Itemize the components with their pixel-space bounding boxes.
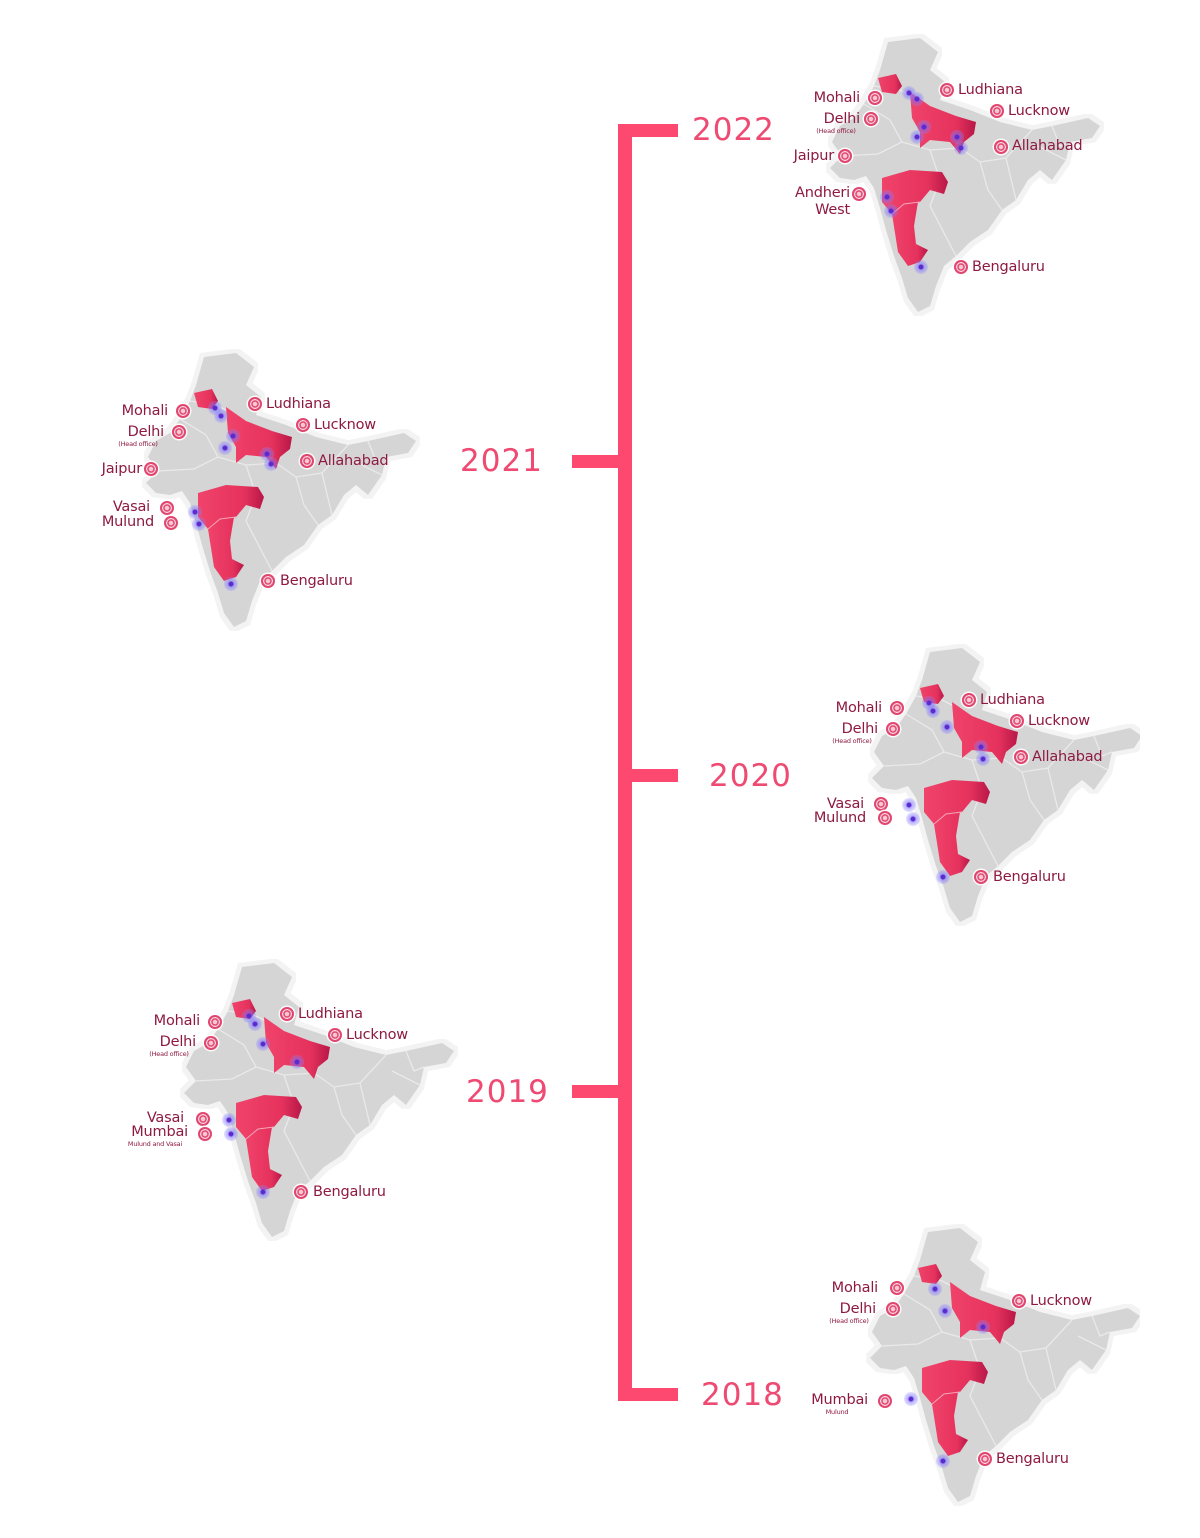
location-pin-icon	[294, 1185, 308, 1199]
location-pin-icon	[144, 462, 158, 476]
location-label: Jaipur	[793, 148, 835, 164]
location-label: Delhi (Head office)	[832, 721, 878, 745]
location-label: Bengaluru	[993, 869, 1066, 885]
location-label: Lucknow	[1030, 1293, 1092, 1309]
location-label: Bengaluru	[280, 573, 353, 589]
map-2022: Mohali Delhi (Head office) Jaipur Andheri…	[780, 30, 1120, 320]
year-label-2019: 2019	[466, 1074, 549, 1110]
location-label: Delhi (Head office)	[149, 1034, 196, 1058]
location-label: Vasai	[112, 499, 150, 515]
map-2018: Mohali Delhi (Head office) Mumbai Mulund L…	[800, 1220, 1140, 1510]
location-pin-icon	[978, 1452, 992, 1466]
location-pin-icon	[864, 112, 878, 126]
location-pin-icon	[176, 404, 190, 418]
map-2020: Mohali Delhi (Head office) Vasai Mulund L…	[800, 640, 1140, 930]
location-label: Delhi (Head office)	[829, 1301, 876, 1325]
location-label: Ludhiana	[266, 396, 331, 412]
location-label: Vasai	[826, 796, 864, 812]
location-label: Lucknow	[346, 1027, 408, 1043]
location-label: Mohali	[813, 90, 861, 106]
location-label: Delhi (Head office)	[118, 424, 164, 448]
location-pin-icon	[1014, 750, 1028, 764]
location-label: Bengaluru	[972, 259, 1045, 275]
location-label: Vasai	[146, 1110, 184, 1126]
location-label: Lucknow	[314, 417, 376, 433]
timeline-tick-2022	[618, 124, 678, 137]
location-label: Mohali	[835, 700, 883, 716]
location-pin-icon	[196, 1112, 210, 1126]
location-label: Mumbai Mulund	[811, 1392, 868, 1416]
location-label: Ludhiana	[298, 1006, 363, 1022]
india-map-icon	[90, 345, 430, 635]
location-pin-icon	[172, 425, 186, 439]
location-pin-icon	[160, 501, 174, 515]
location-pin-icon	[990, 104, 1004, 118]
location-pin-icon	[204, 1036, 218, 1050]
location-label: Delhi (Head office)	[816, 111, 860, 135]
location-pin-icon	[852, 187, 866, 201]
location-label: Ludhiana	[958, 82, 1023, 98]
timeline-tick-2021	[572, 455, 620, 468]
timeline-spine	[618, 124, 632, 1400]
location-pin-icon	[886, 722, 900, 736]
location-pin-icon	[890, 1281, 904, 1295]
location-pin-icon	[300, 454, 314, 468]
location-pin-icon	[878, 1394, 892, 1408]
year-label-2018: 2018	[701, 1377, 784, 1413]
location-pin-icon	[874, 797, 888, 811]
location-pin-icon	[261, 574, 275, 588]
location-pin-icon	[1010, 714, 1024, 728]
timeline-tick-2018	[618, 1388, 678, 1401]
location-pin-icon	[890, 701, 904, 715]
location-pin-icon	[208, 1015, 222, 1029]
location-label: Mumbai Mulund and Vasai	[127, 1124, 188, 1148]
location-pin-icon	[280, 1007, 294, 1021]
location-label: Andheri West	[794, 185, 850, 218]
india-map-icon	[780, 30, 1120, 320]
india-map-icon	[800, 1220, 1140, 1510]
location-label: Mulund	[813, 810, 866, 826]
location-label: Mulund	[101, 514, 154, 530]
year-label-2022: 2022	[692, 112, 775, 148]
location-pin-icon	[940, 83, 954, 97]
location-pin-icon	[974, 870, 988, 884]
location-label: Allahabad	[318, 453, 389, 469]
location-label: Bengaluru	[313, 1184, 386, 1200]
location-pin-icon	[878, 811, 892, 825]
timeline-tick-2020	[630, 769, 678, 782]
location-pin-icon	[1012, 1294, 1026, 1308]
location-label: Jaipur	[101, 461, 143, 477]
location-label: Allahabad	[1012, 138, 1083, 154]
location-pin-icon	[838, 149, 852, 163]
location-pin-icon	[954, 260, 968, 274]
location-label: Mohali	[121, 403, 169, 419]
location-label: Ludhiana	[980, 692, 1045, 708]
map-2019: Mohali Delhi (Head office) Vasai Mumbai Mu…	[120, 955, 460, 1245]
location-label: Lucknow	[1028, 713, 1090, 729]
location-label: Allahabad	[1032, 749, 1103, 765]
india-map-icon	[800, 640, 1140, 930]
location-label: Mohali	[153, 1013, 201, 1029]
location-pin-icon	[296, 418, 310, 432]
timeline-tick-2019	[572, 1085, 620, 1098]
location-pin-icon	[886, 1302, 900, 1316]
location-label: Bengaluru	[996, 1451, 1069, 1467]
india-map-icon	[120, 955, 460, 1245]
location-label: Mohali	[831, 1280, 879, 1296]
location-pin-icon	[994, 140, 1008, 154]
year-label-2020: 2020	[709, 758, 792, 794]
location-label: Lucknow	[1008, 103, 1070, 119]
location-pin-icon	[164, 516, 178, 530]
year-label-2021: 2021	[460, 443, 543, 479]
location-pin-icon	[248, 397, 262, 411]
location-pin-icon	[868, 91, 882, 105]
location-pin-icon	[328, 1028, 342, 1042]
location-pin-icon	[198, 1127, 212, 1141]
location-pin-icon	[962, 693, 976, 707]
map-2021: Mohali Delhi (Head office) Jaipur Vasai M…	[90, 345, 430, 635]
